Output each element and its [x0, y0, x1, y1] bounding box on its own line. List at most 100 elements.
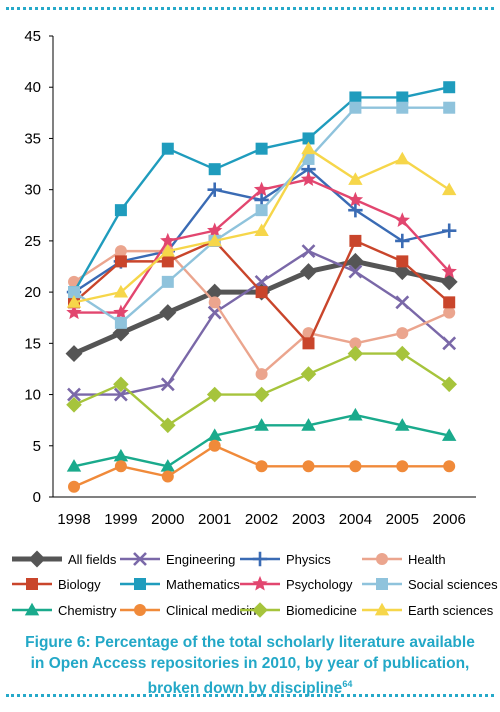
- data-point: [440, 273, 458, 291]
- data-point: [348, 202, 363, 218]
- series-clinical-medicine: [68, 439, 456, 493]
- legend-label: Earth sciences: [408, 603, 494, 618]
- data-point: [442, 182, 457, 196]
- data-point: [159, 304, 177, 322]
- data-point: [208, 439, 221, 452]
- data-point: [113, 448, 129, 462]
- data-point: [300, 263, 317, 281]
- y-tick-label: 30: [24, 182, 41, 199]
- legend-item-mathematics: Mathematics: [120, 577, 240, 592]
- data-point: [349, 234, 362, 247]
- legend-label: Mathematics: [166, 577, 240, 592]
- data-point: [394, 212, 410, 227]
- y-tick-label: 25: [24, 233, 41, 250]
- data-point: [301, 244, 316, 259]
- data-point: [68, 286, 80, 299]
- legend-label: Engineering: [166, 552, 235, 567]
- legend-item-physics: Physics: [240, 551, 331, 567]
- data-point: [113, 387, 128, 402]
- data-point: [349, 91, 362, 104]
- data-point: [252, 575, 268, 591]
- data-point: [394, 345, 411, 362]
- series-psychology: [66, 171, 457, 320]
- data-point: [206, 386, 223, 403]
- legend-label: Biomedicine: [286, 603, 357, 618]
- data-point: [349, 337, 362, 350]
- data-point: [254, 274, 269, 289]
- series-chemistry: [66, 407, 457, 472]
- data-point: [442, 223, 457, 238]
- data-point: [255, 368, 268, 381]
- caption-text: Figure 6: Percentage of the total schola…: [25, 634, 475, 698]
- line-chart: 0 5 10 15 20 25 30 35 40 45 1998 1999 2000 2001 2002 20…: [12, 28, 498, 618]
- y-tick-label: 0: [33, 489, 41, 506]
- data-point: [207, 428, 222, 441]
- legend-item-all-fields: All fields: [12, 550, 117, 568]
- data-point: [302, 132, 315, 145]
- data-point: [161, 470, 174, 483]
- data-point: [207, 182, 222, 197]
- data-point: [160, 459, 175, 472]
- data-point: [349, 460, 362, 473]
- series-biomedicine: [66, 345, 457, 434]
- data-point: [443, 306, 456, 319]
- data-point: [443, 81, 456, 94]
- x-tick-label: 1998: [57, 511, 90, 528]
- data-point: [442, 428, 457, 441]
- legend-label: Health: [408, 552, 446, 567]
- legend-label: Social sciences: [408, 577, 498, 592]
- data-point: [160, 232, 176, 248]
- legend-item-clinical-medicine: Clinical medicine: [120, 603, 264, 618]
- data-point: [255, 204, 268, 217]
- data-point: [255, 142, 268, 155]
- data-point: [348, 172, 363, 185]
- data-point: [133, 552, 147, 566]
- data-point: [134, 604, 146, 616]
- data-point: [348, 264, 363, 279]
- data-point: [395, 151, 410, 165]
- legend-label: Clinical medicine: [166, 603, 264, 618]
- x-tick-label: 2002: [245, 511, 278, 528]
- data-point: [441, 376, 457, 393]
- x-tick-label: 1999: [104, 511, 137, 528]
- data-point: [68, 480, 80, 493]
- data-point: [252, 551, 268, 567]
- x-tick-label: 2004: [339, 511, 372, 528]
- data-point: [301, 141, 316, 155]
- data-point: [114, 460, 127, 473]
- data-point: [113, 284, 129, 298]
- data-point: [396, 460, 409, 473]
- legend-item-chemistry: Chemistry: [12, 602, 117, 618]
- data-point: [161, 255, 174, 268]
- data-point: [134, 578, 146, 590]
- legend-item-biomedicine: Biomedicine: [240, 602, 357, 618]
- data-point: [66, 459, 82, 472]
- data-point: [396, 101, 409, 114]
- data-point: [26, 578, 38, 590]
- x-tick-label: 2000: [151, 511, 184, 528]
- data-point: [160, 417, 176, 434]
- data-point: [376, 553, 388, 565]
- data-point: [348, 407, 363, 421]
- legend-label: Chemistry: [58, 603, 117, 618]
- x-tick-label: 2003: [292, 511, 325, 528]
- series-earth-sciences: [66, 141, 457, 308]
- legend-item-earth-sciences: Earth sciences: [362, 602, 494, 618]
- data-point: [396, 255, 409, 268]
- data-point: [114, 316, 127, 329]
- data-point: [160, 243, 175, 257]
- data-point: [253, 386, 270, 403]
- data-point: [374, 602, 390, 616]
- data-point: [67, 387, 81, 402]
- data-point: [255, 460, 268, 473]
- y-tick-label: 5: [33, 438, 41, 455]
- data-point: [302, 337, 315, 350]
- data-point: [113, 304, 129, 320]
- data-point: [113, 376, 129, 393]
- data-point: [161, 142, 174, 155]
- data-point: [112, 324, 130, 342]
- data-point: [347, 345, 364, 362]
- data-point: [395, 233, 410, 249]
- legend-item-engineering: Engineering: [120, 552, 235, 567]
- data-point: [301, 418, 316, 431]
